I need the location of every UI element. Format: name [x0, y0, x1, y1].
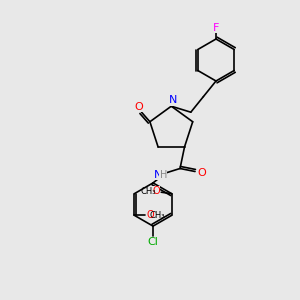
Text: Cl: Cl [148, 237, 158, 247]
Text: N: N [154, 169, 162, 179]
Text: N: N [169, 95, 177, 105]
Text: F: F [213, 22, 219, 33]
Text: CH₃: CH₃ [150, 211, 165, 220]
Text: O: O [152, 186, 160, 196]
Text: O: O [197, 168, 206, 178]
Text: H: H [160, 169, 167, 179]
Text: CH₃: CH₃ [141, 187, 156, 196]
Text: O: O [135, 102, 143, 112]
Text: O: O [146, 210, 154, 220]
